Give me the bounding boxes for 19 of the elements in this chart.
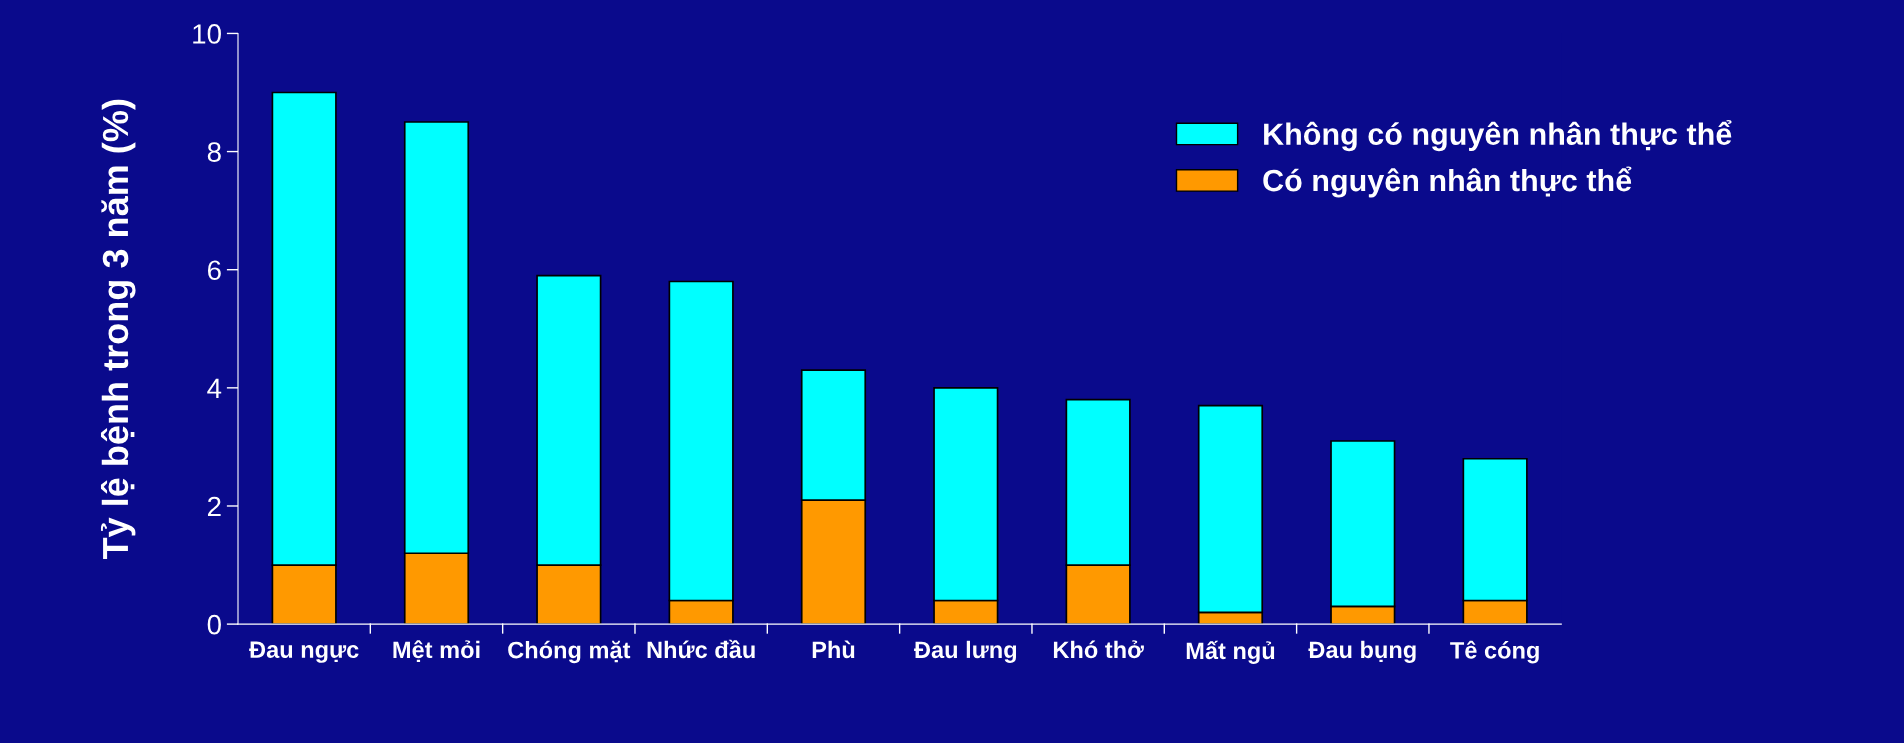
x-tick-label: Nhức đầu (647, 639, 755, 659)
y-tick-label: 0 (207, 614, 221, 635)
y-tick-label: 2 (207, 496, 221, 517)
x-tick-label: Đau bụng (1308, 640, 1416, 663)
y-axis-title: Tỷ lệ bệnh trong 3 năm (%) (100, 99, 136, 560)
x-tick-label: Phù (812, 640, 855, 659)
x-tick-label: Đau ngực (249, 641, 359, 663)
x-tick-label: Khó thở (1053, 640, 1144, 659)
y-tick-label: 4 (207, 378, 222, 398)
y-tick-label: 10 (193, 24, 221, 44)
y-tick-label: 8 (207, 142, 221, 162)
x-tick-label: Mất ngủ (1186, 640, 1275, 664)
y-tick-label: 6 (207, 260, 221, 281)
x-tick-label: Tê cóng (1450, 640, 1539, 664)
x-tick-label: Chóng mặt (508, 640, 631, 664)
x-tick-label: Mệt mỏi (393, 640, 480, 663)
x-tick-label: Đau lưng (914, 640, 1017, 663)
legend-label: Có nguyên nhân thực thể (1263, 166, 1632, 198)
legend-label: Không có nguyên nhân thực thể (1264, 120, 1732, 152)
